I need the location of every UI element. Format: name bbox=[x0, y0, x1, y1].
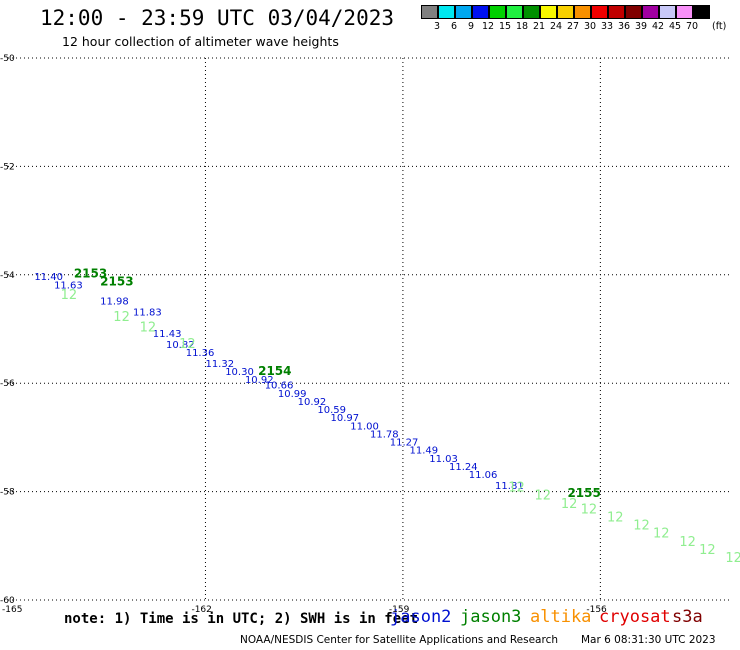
jason2-swh-label: 10.97 bbox=[331, 413, 360, 424]
legend-swatch bbox=[489, 5, 506, 19]
legend-label: 3 bbox=[434, 21, 441, 32]
y-tick-label: -58 bbox=[0, 488, 15, 498]
jason3-cycle-label: 2153 bbox=[74, 267, 107, 281]
jason3-swh-marker: 12 bbox=[581, 502, 598, 517]
legend-label: 21 bbox=[533, 21, 546, 32]
jason2-swh-label: 11.24 bbox=[449, 462, 478, 473]
x-tick-label: -162 bbox=[191, 605, 211, 615]
jason2-swh-label: 11.40 bbox=[34, 272, 63, 283]
jason2-swh-label: 10.30 bbox=[225, 367, 254, 378]
legend-swatch bbox=[676, 5, 693, 19]
legend-swatch bbox=[557, 5, 574, 19]
y-tick-label: -50 bbox=[0, 54, 15, 64]
legend-label: 33 bbox=[601, 21, 614, 32]
y-tick-label: -56 bbox=[0, 379, 15, 389]
mission-cryosat: cryosat bbox=[599, 607, 671, 627]
legend-label: 18 bbox=[516, 21, 529, 32]
legend-swatch bbox=[523, 5, 540, 19]
legend-label: 30 bbox=[584, 21, 597, 32]
jason2-swh-label: 10.59 bbox=[317, 405, 346, 416]
legend-swatch bbox=[608, 5, 625, 19]
jason3-swh-marker: 12 bbox=[61, 288, 78, 303]
legend-swatch bbox=[506, 5, 523, 19]
legend-label: 12 bbox=[482, 21, 495, 32]
legend-unit: (ft) bbox=[712, 21, 727, 32]
legend-swatch bbox=[574, 5, 591, 19]
mission-jason2: jason2 bbox=[390, 607, 452, 627]
legend-label: 39 bbox=[635, 21, 648, 32]
jason2-swh-label: 11.36 bbox=[186, 348, 215, 359]
jason2-swh-label: 11.00 bbox=[350, 421, 379, 432]
jason3-swh-marker: 12 bbox=[113, 310, 130, 325]
legend-swatch bbox=[625, 5, 642, 19]
footer-note: note: 1) Time is in UTC; 2) SWH is in fe… bbox=[64, 611, 419, 627]
jason2-swh-label: 10.92 bbox=[298, 397, 327, 408]
jason3-swh-marker: 12 bbox=[535, 489, 552, 504]
y-tick-label: -60 bbox=[0, 596, 15, 606]
legend-label: 15 bbox=[499, 21, 512, 32]
legend-label: 24 bbox=[550, 21, 563, 32]
jason3-swh-marker: 12 bbox=[140, 321, 157, 336]
legend-swatch bbox=[659, 5, 676, 19]
jason3-swh-marker: 12 bbox=[508, 481, 525, 496]
legend-label: 42 bbox=[652, 21, 665, 32]
jason3-cycle-label: 2155 bbox=[567, 486, 600, 500]
jason2-swh-label: 10.82 bbox=[166, 340, 195, 351]
legend-swatch bbox=[472, 5, 489, 19]
mission-altika: altika bbox=[530, 607, 592, 627]
legend-label: 36 bbox=[618, 21, 631, 32]
mission-s3a: s3a bbox=[672, 607, 703, 627]
jason3-cycle-label: 2153 bbox=[100, 275, 133, 289]
y-tick-label: -54 bbox=[0, 271, 15, 281]
jason2-swh-label: 10.92 bbox=[245, 375, 274, 386]
chart-title: 12:00 - 23:59 UTC 03/04/2023 bbox=[40, 6, 395, 30]
legend-label: 70 bbox=[686, 21, 699, 32]
legend-swatch bbox=[438, 5, 455, 19]
x-tick-label: -159 bbox=[389, 605, 410, 615]
jason3-swh-marker: 12 bbox=[179, 337, 196, 352]
jason3-swh-marker: 12 bbox=[607, 510, 624, 525]
jason2-swh-label: 11.06 bbox=[469, 470, 498, 481]
legend-swatch bbox=[421, 5, 438, 19]
jason3-swh-marker: 12 bbox=[633, 519, 650, 534]
jason2-swh-label: 11.83 bbox=[133, 307, 162, 318]
jason3-swh-marker: 12 bbox=[679, 535, 696, 550]
legend-label: 45 bbox=[669, 21, 682, 32]
jason2-swh-label: 11.03 bbox=[429, 454, 458, 465]
legend-swatch bbox=[540, 5, 557, 19]
jason2-swh-label: 11.63 bbox=[54, 280, 83, 291]
legend-label: 9 bbox=[468, 21, 475, 32]
jason3-cycle-label: 2154 bbox=[258, 364, 291, 378]
y-tick-label: -52 bbox=[0, 162, 15, 172]
legend-label: 6 bbox=[451, 21, 458, 32]
legend-label: 27 bbox=[567, 21, 580, 32]
x-tick-label: -165 bbox=[2, 605, 22, 615]
x-tick-label: -156 bbox=[586, 605, 607, 615]
footer-timestamp: Mar 6 08:31:30 UTC 2023 bbox=[581, 634, 716, 646]
color-legend bbox=[421, 5, 710, 19]
legend-swatch bbox=[591, 5, 608, 19]
jason2-swh-label: 10.99 bbox=[278, 389, 307, 400]
jason3-swh-marker: 12 bbox=[561, 497, 578, 512]
mission-jason3: jason3 bbox=[460, 607, 522, 627]
jason2-swh-label: 11.27 bbox=[390, 438, 419, 449]
legend-swatch bbox=[455, 5, 472, 19]
chart-subtitle: 12 hour collection of altimeter wave hei… bbox=[62, 34, 339, 49]
legend-swatch bbox=[693, 5, 710, 19]
jason3-swh-marker: 12 bbox=[699, 543, 716, 558]
jason2-swh-label: 11.81 bbox=[495, 481, 524, 492]
jason3-swh-marker: 12 bbox=[653, 527, 670, 542]
jason2-swh-label: 11.78 bbox=[370, 429, 399, 440]
jason2-swh-label: 10.66 bbox=[265, 381, 294, 392]
footer-credit: NOAA/NESDIS Center for Satellite Applica… bbox=[240, 634, 558, 646]
jason3-swh-marker: 12 bbox=[725, 551, 740, 566]
jason2-swh-label: 11.98 bbox=[100, 297, 129, 308]
legend-swatch bbox=[642, 5, 659, 19]
jason2-swh-label: 11.49 bbox=[409, 446, 438, 457]
jason2-swh-label: 11.32 bbox=[205, 359, 234, 370]
jason2-swh-label: 11.43 bbox=[153, 329, 182, 340]
